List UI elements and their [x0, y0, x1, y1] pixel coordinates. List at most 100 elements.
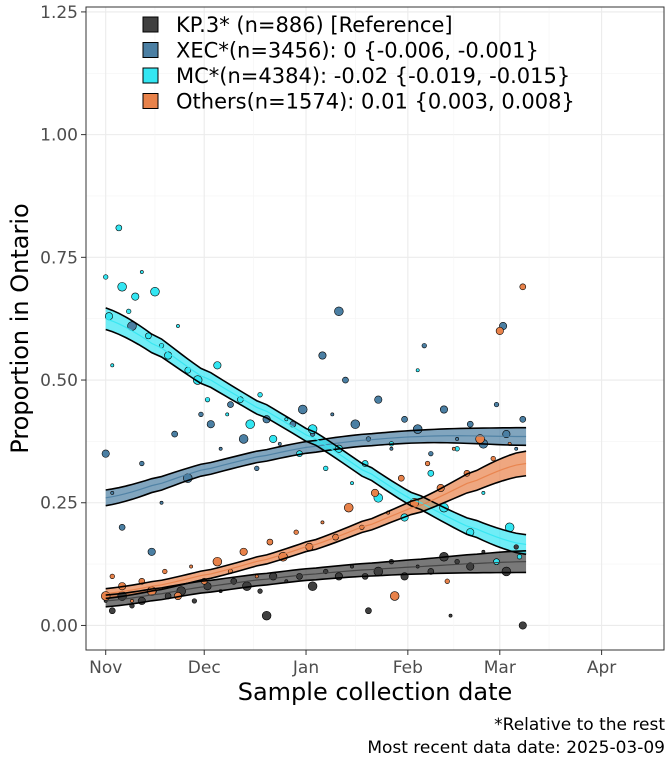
- point-series-2: [150, 286, 160, 297]
- point-series-1: [139, 460, 145, 467]
- point-series-2: [126, 308, 132, 314]
- point-series-3: [130, 599, 134, 603]
- point-series-1: [350, 419, 360, 429]
- point-series-0: [454, 559, 460, 565]
- y-axis-title: Proportion in Ontario: [6, 203, 34, 453]
- point-series-0: [261, 610, 272, 621]
- point-series-3: [451, 446, 456, 451]
- band-lower-line-series-3: [105, 474, 527, 600]
- point-series-0: [108, 607, 116, 615]
- point-series-1: [421, 343, 427, 349]
- point-series-1: [277, 441, 282, 446]
- point-series-1: [227, 401, 234, 408]
- fit-line-series-0: [105, 561, 527, 602]
- point-series-2: [284, 417, 289, 422]
- legend-key-series-3: [142, 93, 159, 109]
- point-series-2: [110, 363, 115, 368]
- band-upper-line-series-2: [105, 307, 527, 536]
- legend-key-series-0: [142, 16, 159, 33]
- point-series-0: [448, 613, 453, 618]
- point-series-2: [350, 481, 354, 486]
- point-series-1: [218, 446, 223, 451]
- fit-lines: [105, 307, 527, 608]
- band-lower-line-series-0: [105, 571, 527, 608]
- point-series-3: [444, 578, 450, 584]
- point-series-1: [401, 416, 408, 423]
- band-series-0: [105, 550, 527, 607]
- point-series-3: [293, 529, 299, 535]
- legend-key-series-1: [142, 42, 159, 58]
- point-series-0: [307, 581, 318, 591]
- point-series-1: [493, 401, 500, 408]
- band-lower-line-series-2: [105, 328, 527, 556]
- point-series-3: [344, 502, 354, 513]
- point-series-2: [115, 224, 123, 232]
- point-series-3: [266, 538, 274, 546]
- point-series-0: [350, 564, 354, 569]
- point-series-3: [320, 520, 325, 525]
- y-tick-label: 1.25: [40, 3, 78, 23]
- legend-label-series-3: Others(n=1574): 0.01 {0.003, 0.008}: [176, 90, 575, 114]
- x-axis-title: Sample collection date: [238, 678, 513, 706]
- point-series-1: [254, 465, 260, 471]
- point-series-1: [147, 547, 156, 556]
- fit-line-series-2: [105, 318, 527, 546]
- point-series-0: [518, 621, 527, 630]
- point-series-0: [501, 566, 512, 577]
- point-series-3: [109, 573, 115, 579]
- legend-key-series-2: [142, 67, 159, 84]
- point-series-1: [342, 376, 349, 384]
- point-series-0: [466, 562, 475, 571]
- point-series-1: [428, 451, 434, 457]
- point-series-3: [519, 283, 527, 291]
- point-series-2: [415, 368, 420, 373]
- point-series-3: [397, 474, 405, 482]
- point-series-2: [516, 554, 523, 560]
- point-series-3: [490, 455, 496, 462]
- y-tick-label: 0.75: [40, 248, 78, 268]
- point-series-1: [159, 500, 164, 505]
- point-series-2: [176, 324, 180, 328]
- point-series-1: [412, 424, 423, 434]
- point-series-2: [225, 412, 230, 417]
- axes: 0.00 0.25 0.50 0.75 1.00 1.25 Nov Dec Jan Feb Mar A…: [40, 3, 616, 678]
- x-tick-label: Dec: [188, 658, 221, 678]
- point-series-0: [257, 588, 263, 594]
- legend-label-series-2: MC*(n=4384): -0.02 {-0.019, -0.015}: [176, 64, 570, 88]
- y-tick-label: 0.00: [40, 616, 78, 636]
- point-series-3: [390, 591, 400, 601]
- point-series-1: [374, 395, 383, 404]
- point-series-2: [117, 282, 127, 292]
- point-series-2: [204, 397, 211, 403]
- point-series-2: [269, 434, 278, 443]
- point-series-1: [439, 405, 448, 414]
- point-series-1: [466, 420, 474, 428]
- data-points: [101, 224, 527, 630]
- point-series-3: [254, 574, 259, 579]
- legend: KP.3* (n=886) [Reference]XEC*(n=3456): 0…: [142, 13, 575, 114]
- point-series-1: [514, 446, 519, 451]
- point-series-2: [323, 465, 329, 471]
- point-series-3: [189, 564, 193, 569]
- legend-label-series-1: XEC*(n=3456): 0 {-0.006, -0.001}: [176, 39, 539, 63]
- x-tick-label: Jan: [292, 658, 319, 678]
- point-series-1: [171, 430, 178, 438]
- point-series-0: [365, 607, 372, 615]
- point-series-2: [245, 419, 255, 429]
- x-tick-label: Feb: [393, 658, 423, 678]
- band-upper-line-series-1: [105, 426, 527, 491]
- point-series-1: [455, 437, 460, 441]
- band-upper-line-series-0: [105, 550, 527, 596]
- point-series-3: [239, 547, 248, 556]
- band-series-3: [105, 451, 527, 599]
- caption-relative-note: *Relative to the rest: [494, 715, 665, 735]
- point-series-0: [513, 544, 519, 550]
- point-series-2: [257, 392, 263, 398]
- band-lower-line-series-1: [105, 441, 527, 507]
- y-tick-label: 0.25: [40, 494, 78, 514]
- point-series-2: [481, 491, 486, 495]
- point-series-1: [334, 306, 344, 317]
- point-series-1: [206, 420, 215, 429]
- point-series-3: [424, 460, 431, 467]
